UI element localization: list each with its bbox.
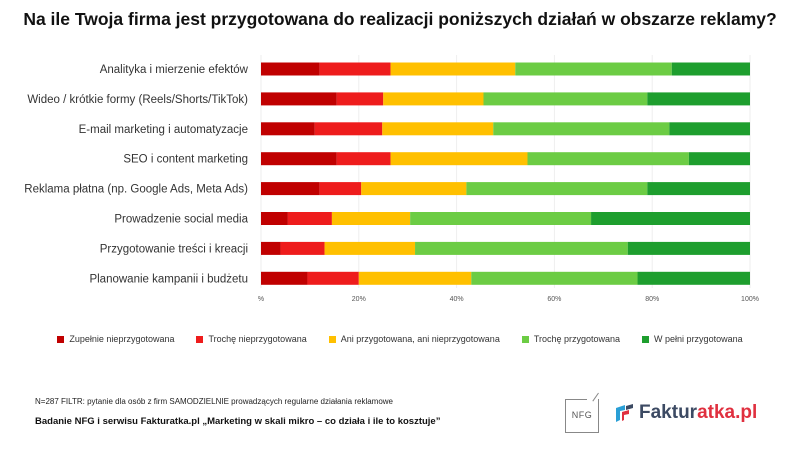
- category-label: Analityka i mierzenie efektów: [100, 64, 249, 76]
- chart-area: Analityka i mierzenie efektów Wideo / kró…: [24, 55, 759, 303]
- bar-segment: [261, 122, 315, 136]
- fakturatka-logo-text: Fakturatka.pl: [639, 402, 758, 423]
- category-label: Przygotowanie treści i kreacji: [100, 243, 248, 255]
- bar-segment: [383, 92, 484, 106]
- bar-segment: [390, 152, 528, 166]
- legend-swatch: [328, 335, 336, 343]
- category-label: Reklama płatna (np. Google Ads, Meta Ads…: [24, 184, 248, 196]
- bar-segment: [669, 122, 750, 136]
- legend-label: Trochę nieprzygotowana: [208, 334, 307, 344]
- category-label: Wideo / krótkie formy (Reels/Shorts/TikT…: [27, 94, 248, 106]
- bar-segment: [261, 92, 337, 106]
- bar-segment: [314, 122, 383, 136]
- category-label: E-mail marketing i automatyzacje: [79, 124, 248, 136]
- bar-segment: [471, 271, 638, 285]
- bar-segment: [415, 241, 628, 255]
- bar-segment: [483, 92, 648, 106]
- legend-swatch: [642, 335, 650, 343]
- bar-segment: [280, 241, 325, 255]
- bar-segment: [466, 182, 648, 196]
- bar-segment: [647, 92, 750, 106]
- bar-segment: [261, 62, 320, 76]
- bar-segment: [319, 62, 391, 76]
- bar-segment: [361, 182, 467, 196]
- bar-segment: [410, 212, 592, 225]
- legend-swatch: [196, 335, 204, 343]
- x-tick-label: 60%: [547, 296, 561, 303]
- legend-label: Zupełnie nieprzygotowana: [69, 334, 175, 344]
- bar-segment: [331, 212, 411, 225]
- fakturatka-logo: Fakturatka.pl: [613, 402, 757, 424]
- bar-segment: [336, 92, 384, 106]
- fakturatka-logo-icon: [616, 404, 633, 422]
- source-caption: Badanie NFG i serwisu Fakturatka.pl „Mar…: [35, 416, 441, 427]
- category-label: Prowadzenie social media: [114, 214, 248, 226]
- legend-label: W pełni przygotowana: [654, 334, 743, 344]
- bar-segment: [382, 122, 494, 136]
- bar-segment: [493, 122, 670, 136]
- bar-segment: [671, 62, 750, 76]
- x-tick-label: %: [258, 296, 264, 303]
- bar-segment: [287, 212, 332, 225]
- bar-segment: [261, 271, 308, 285]
- x-tick-label: 20%: [352, 296, 366, 303]
- bar-segment: [591, 212, 750, 225]
- category-label: SEO i content marketing: [123, 154, 248, 166]
- legend-swatch: [57, 335, 65, 343]
- bar-segment: [527, 152, 689, 166]
- nfg-logo-text: NFG: [571, 410, 593, 420]
- legend-item: W pełni przygotowana: [642, 334, 743, 344]
- legend-swatch: [521, 335, 529, 343]
- x-tick-label: 40%: [450, 296, 464, 303]
- x-tick-label: 100%: [741, 296, 759, 303]
- bar-segment: [324, 241, 416, 255]
- legend-item: Trochę przygotowana: [521, 334, 621, 344]
- bar-segment: [358, 271, 472, 285]
- bar-segment: [390, 62, 516, 76]
- legend-item: Ani przygotowana, ani nieprzygotowana: [328, 334, 500, 344]
- bar-segment: [647, 182, 750, 196]
- bar-segment: [261, 212, 288, 225]
- bar-segment: [627, 241, 750, 255]
- bar-segment: [261, 241, 281, 255]
- bar-segment: [261, 182, 320, 196]
- legend-label: Ani przygotowana, ani nieprzygotowana: [340, 334, 500, 344]
- legend-item: Trochę nieprzygotowana: [196, 334, 307, 344]
- bar-segment: [307, 271, 359, 285]
- sample-note: N=287 FILTR: pytanie dla osób z firm SAM…: [35, 397, 394, 406]
- chart-title: Na ile Twoja firma jest przygotowana do …: [23, 9, 777, 29]
- chart-legend: Zupełnie nieprzygotowana Trochę nieprzygo…: [0, 334, 800, 344]
- bar-segment: [637, 271, 750, 285]
- x-tick-label: 80%: [645, 296, 659, 303]
- category-label: Planowanie kampanii i budżetu: [89, 273, 248, 285]
- bar-segment: [261, 152, 337, 166]
- bar-segment: [688, 152, 750, 166]
- legend-label: Trochę przygotowana: [533, 334, 621, 344]
- bar-segment: [336, 152, 391, 166]
- bar-segment: [515, 62, 672, 76]
- nfg-logo: NFG: [565, 399, 599, 433]
- bar-segment: [319, 182, 362, 196]
- legend-item: Zupełnie nieprzygotowana: [57, 334, 174, 344]
